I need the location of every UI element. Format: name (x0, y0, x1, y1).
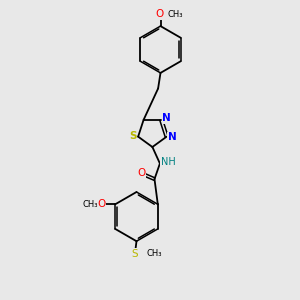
Text: O: O (156, 9, 164, 20)
Text: CH₃: CH₃ (146, 249, 162, 258)
Text: N: N (162, 113, 171, 123)
Text: CH₃: CH₃ (82, 200, 98, 209)
Text: S: S (132, 249, 138, 259)
Text: CH₃: CH₃ (168, 10, 184, 19)
Text: N: N (168, 132, 176, 142)
Text: O: O (97, 199, 106, 209)
Text: NH: NH (161, 157, 176, 167)
Text: O: O (137, 168, 145, 178)
Text: S: S (129, 131, 136, 141)
